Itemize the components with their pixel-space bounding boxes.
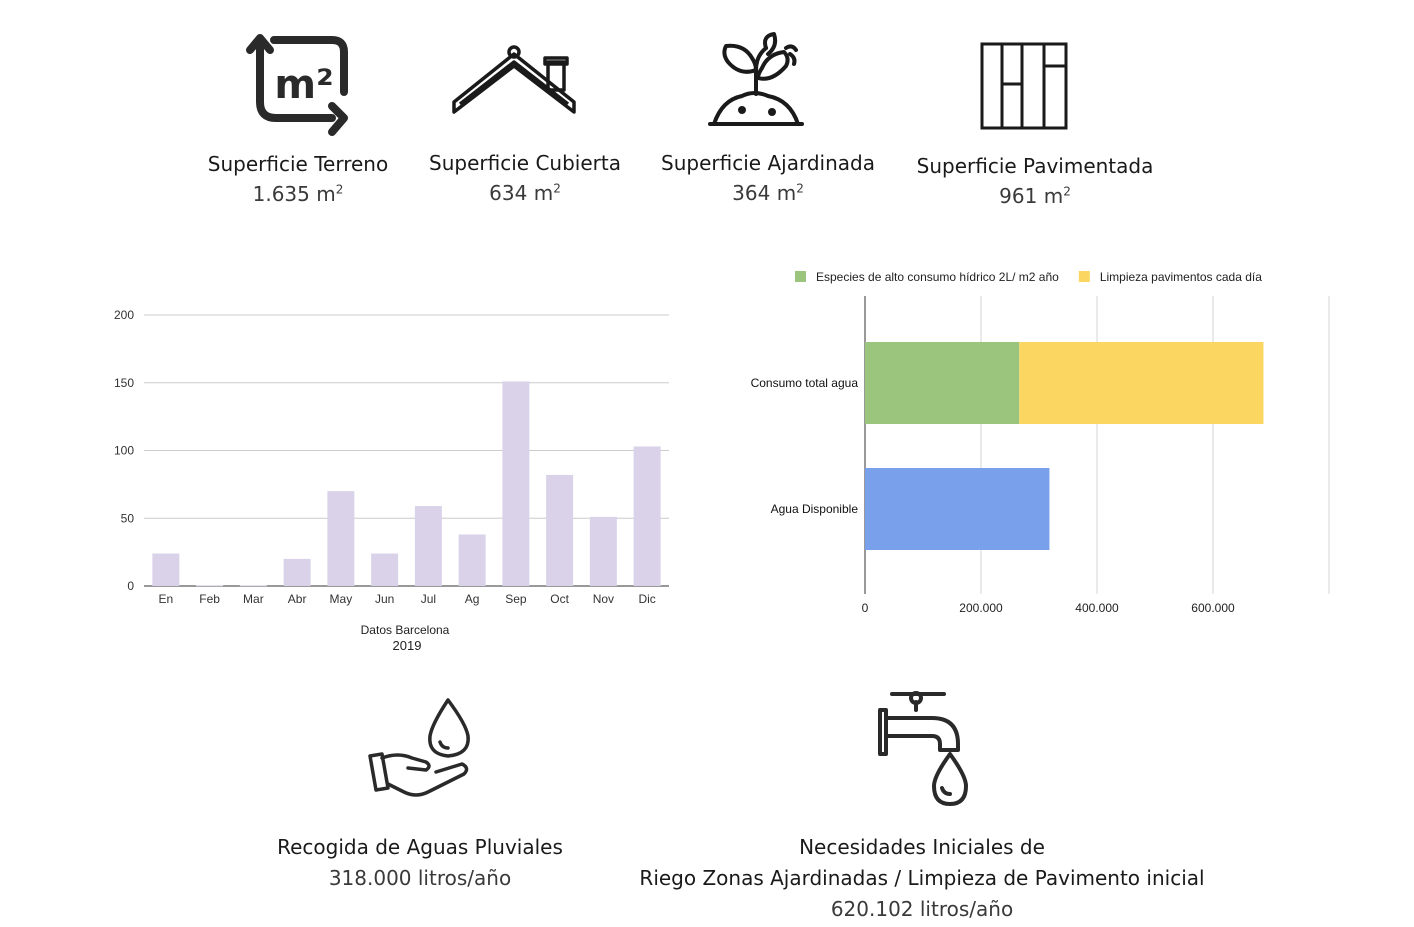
stat-value: 364 m2 xyxy=(732,181,804,205)
x-tick-label: 0 xyxy=(862,601,869,615)
bar-segment xyxy=(865,468,1050,550)
needs-label-line2: Riego Zonas Ajardinadas / Limpieza de Pa… xyxy=(639,866,1205,890)
rainfall-bar-chart: Datos Barcelona 2019 0 50 100 150 200 En Feb Ma… xyxy=(114,308,669,653)
legend-label: Especies de alto consumo hídrico 2L/ m2 … xyxy=(816,270,1059,284)
bar xyxy=(327,491,355,586)
rain-collection-stat: Recogida de Aguas Pluviales 318.000 litr… xyxy=(240,832,600,894)
x-tick-label: Mar xyxy=(243,592,264,606)
bar xyxy=(414,506,442,586)
bar xyxy=(502,381,530,586)
needs-value: 620.102 litros/año xyxy=(830,897,1014,921)
x-tick-label: Jun xyxy=(375,592,394,606)
area-m2-icon: m² xyxy=(246,34,348,136)
svg-text:m²: m² xyxy=(274,62,333,108)
stat-value: 634 m2 xyxy=(489,181,561,205)
x-tick-label: Sep xyxy=(505,592,527,606)
bar xyxy=(546,474,574,586)
bar xyxy=(633,446,661,586)
x-tick-label: Nov xyxy=(593,592,614,606)
legend-swatch xyxy=(1078,271,1090,282)
stat-label: Superficie Terreno xyxy=(207,152,389,176)
x-tick-label: 600.000 xyxy=(1191,601,1235,615)
water-consumption-chart: 0 200.000 400.000 600.000 Consumo total agua… xyxy=(751,270,1330,615)
y-tick-label: 200 xyxy=(114,308,134,322)
y-category-label: Consumo total agua xyxy=(751,376,859,390)
y-tick-label: 50 xyxy=(121,511,135,525)
bar-segment xyxy=(865,342,1020,424)
y-tick-label: 0 xyxy=(127,579,134,593)
y-tick-label: 150 xyxy=(114,376,134,390)
stat-value: 1.635 m2 xyxy=(252,182,344,206)
chart-subtitle: 2019 xyxy=(393,638,422,653)
rain-label: Recogida de Aguas Pluviales xyxy=(277,835,563,859)
stat-value: 961 m2 xyxy=(999,184,1071,208)
roof-icon xyxy=(452,45,576,114)
bar xyxy=(458,534,486,586)
x-tick-label: May xyxy=(330,592,353,606)
rain-value: 318.000 litros/año xyxy=(328,866,512,890)
x-tick-label: Abr xyxy=(288,592,307,606)
stat-label: Superficie Pavimentada xyxy=(916,154,1154,178)
stat-ajardinada: Superficie Ajardinada 364 m2 xyxy=(652,151,884,205)
bar xyxy=(589,516,617,586)
y-category-label: Agua Disponible xyxy=(771,502,859,516)
bar xyxy=(283,558,311,586)
stat-cubierta: Superficie Cubierta 634 m2 xyxy=(420,151,630,205)
faucet-icon xyxy=(878,691,968,806)
x-tick-label: Feb xyxy=(199,592,220,606)
x-tick-label: Dic xyxy=(638,592,655,606)
bar xyxy=(371,553,399,586)
bar xyxy=(196,585,224,587)
stat-terreno: Superficie Terreno 1.635 m2 xyxy=(198,152,398,206)
x-axis-label: Datos Barcelona xyxy=(361,623,450,637)
needs-label-line1: Necesidades Iniciales de xyxy=(799,835,1045,859)
plant-icon xyxy=(708,32,804,126)
bar xyxy=(152,553,180,586)
legend-label: Limpieza pavimentos cada día xyxy=(1100,270,1262,284)
stat-label: Superficie Ajardinada xyxy=(661,151,875,175)
y-tick-label: 100 xyxy=(114,444,134,458)
bar-segment xyxy=(1019,342,1264,424)
x-tick-label: Oct xyxy=(550,592,569,606)
x-tick-label: En xyxy=(159,592,174,606)
x-tick-label: Jul xyxy=(421,592,436,606)
bar xyxy=(239,585,267,587)
stat-label: Superficie Cubierta xyxy=(429,151,621,175)
initial-needs-stat: Necesidades Iniciales de Riego Zonas Aja… xyxy=(622,832,1222,925)
legend-swatch xyxy=(795,271,806,282)
pavement-icon xyxy=(980,42,1068,130)
stat-pavimentada: Superficie Pavimentada 961 m2 xyxy=(908,154,1162,208)
x-tick-label: 200.000 xyxy=(959,601,1003,615)
x-tick-label: Ag xyxy=(465,592,480,606)
x-tick-label: 400.000 xyxy=(1075,601,1119,615)
hand-water-drop-icon xyxy=(368,698,470,797)
